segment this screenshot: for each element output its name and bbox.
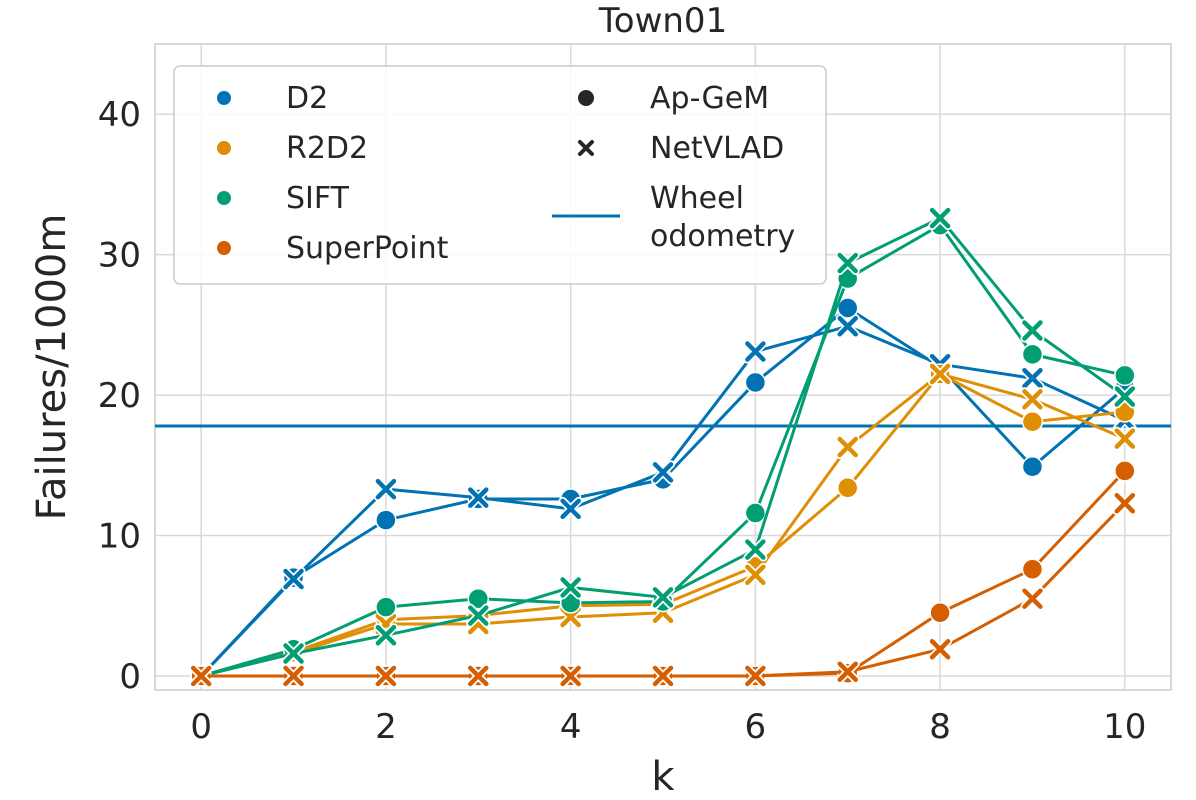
data-point <box>466 603 491 628</box>
legend-apgem-label: Ap-GeM <box>650 81 769 116</box>
x-axis-label: k <box>651 754 675 800</box>
legend-apgem-marker <box>578 90 594 106</box>
legend-superpoint-swatch <box>217 241 231 255</box>
x-tick-label: 0 <box>190 707 212 747</box>
data-point <box>1114 460 1136 482</box>
y-tick-label: 30 <box>98 236 141 276</box>
legend-wheel-label-line1: Wheel <box>650 181 744 216</box>
data-point <box>836 297 859 319</box>
data-point <box>1021 411 1044 433</box>
y-axis-label: Failures/1000m <box>29 214 75 521</box>
chart-title: Town01 <box>598 1 727 41</box>
data-point <box>835 435 860 460</box>
data-point <box>1021 455 1044 478</box>
data-point <box>281 641 306 666</box>
legend-sift-swatch <box>217 191 231 205</box>
data-point <box>373 477 398 502</box>
series-sift-netvlad <box>189 206 1137 688</box>
data-point <box>743 663 768 688</box>
legend-d2-swatch <box>217 91 231 105</box>
data-point <box>375 509 397 531</box>
data-point <box>651 460 675 485</box>
data-point <box>835 251 860 276</box>
x-tick-label: 4 <box>560 707 582 747</box>
legend-sift-label: SIFT <box>286 181 350 216</box>
tick-labels: 0 2 4 6 8 10 0 10 20 30 40 <box>98 95 1147 747</box>
data-point <box>189 663 214 688</box>
series-superpoint-netvlad <box>189 491 1137 688</box>
legend-box <box>173 65 827 285</box>
data-point <box>467 587 490 610</box>
y-tick-label: 40 <box>98 95 141 135</box>
data-point <box>744 371 767 394</box>
data-point <box>1114 364 1136 387</box>
data-point <box>466 485 491 510</box>
data-point <box>281 663 306 688</box>
data-point <box>558 663 583 688</box>
legend-netvlad-marker <box>578 140 594 156</box>
legend-r2d2-swatch <box>217 141 231 155</box>
data-point <box>928 206 953 231</box>
data-point <box>928 362 953 387</box>
data-point <box>929 602 951 624</box>
data-point <box>1112 384 1137 409</box>
data-point <box>744 502 767 524</box>
data-point <box>375 596 397 618</box>
data-point <box>835 659 860 684</box>
data-point <box>1112 491 1137 516</box>
data-point <box>651 585 675 610</box>
data-point <box>1021 343 1044 366</box>
x-tick-label: 2 <box>375 707 397 747</box>
legend-d2-label: D2 <box>286 81 328 116</box>
data-point <box>743 537 768 562</box>
data-point <box>651 663 675 688</box>
data-point <box>836 477 859 499</box>
x-tick-label: 6 <box>745 707 767 747</box>
data-point <box>1020 387 1045 412</box>
data-point <box>1020 366 1045 391</box>
legend-r2d2-label: R2D2 <box>286 131 368 166</box>
legend-netvlad-label: NetVLAD <box>650 131 784 166</box>
data-point <box>743 339 768 364</box>
data-point <box>558 575 583 600</box>
x-tick-label: 8 <box>929 707 951 747</box>
data-point <box>281 567 306 592</box>
series-layer <box>189 206 1137 688</box>
data-point <box>1021 558 1044 580</box>
y-tick-label: 10 <box>98 517 141 557</box>
data-point <box>835 314 860 339</box>
data-point <box>466 663 491 688</box>
y-tick-label: 0 <box>119 657 141 697</box>
data-point <box>1020 586 1045 611</box>
data-point <box>558 496 583 521</box>
x-tick-label: 10 <box>1103 707 1146 747</box>
data-point <box>1112 426 1137 451</box>
data-point <box>373 623 398 648</box>
data-point <box>928 637 953 662</box>
y-tick-label: 20 <box>98 376 141 416</box>
legend-wheel-label-line2: odometry <box>650 219 795 254</box>
legend: D2 R2D2 SIFT SuperPoint Ap-GeM NetVLAD W… <box>173 65 827 285</box>
data-point <box>1020 318 1045 343</box>
data-point <box>743 562 768 587</box>
data-point <box>373 663 398 688</box>
legend-superpoint-label: SuperPoint <box>286 231 449 266</box>
